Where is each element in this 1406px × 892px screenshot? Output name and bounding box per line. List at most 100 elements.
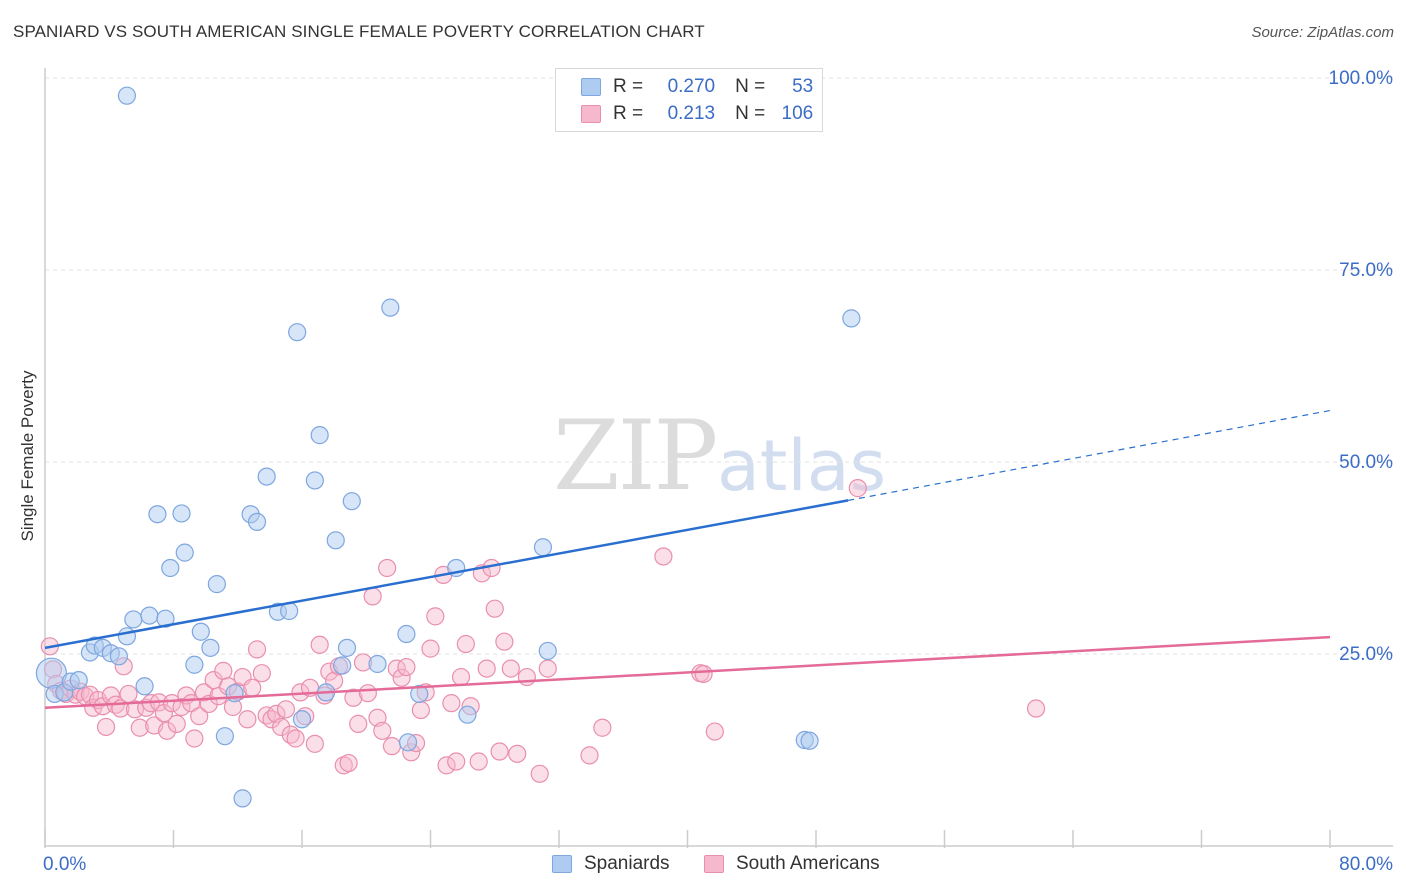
south-americans-point xyxy=(214,661,233,680)
spaniards-point xyxy=(215,727,234,746)
spaniards-point xyxy=(191,622,210,641)
south-americans-point xyxy=(538,659,557,678)
south-americans-point xyxy=(286,729,305,748)
spaniards-point xyxy=(538,641,557,661)
spaniards-point xyxy=(842,309,861,328)
spaniards-point xyxy=(458,705,477,724)
n-label: N = xyxy=(735,103,766,124)
tick-labels: 25.0% 50.0% 75.0% 100.0% 0.0% 80.0% xyxy=(43,68,1393,875)
south-americans-point xyxy=(447,752,466,771)
south-americans-point xyxy=(373,721,392,740)
south-americans-point xyxy=(451,667,471,687)
spaniards-point xyxy=(310,426,329,445)
south-americans-point xyxy=(580,746,599,765)
r-label: R = xyxy=(613,76,644,97)
spaniards-point xyxy=(69,671,88,690)
spaniards-point xyxy=(135,677,154,696)
south-americans-point xyxy=(243,678,262,697)
south-americans-point xyxy=(96,717,116,737)
south-americans-point xyxy=(272,717,291,737)
axes xyxy=(44,68,1393,848)
spaniards-point xyxy=(368,654,387,674)
spaniards-point xyxy=(185,655,204,674)
spaniards-point xyxy=(333,656,352,675)
spaniards-n-value: 53 xyxy=(792,76,814,97)
spaniards-point xyxy=(247,512,267,532)
south-americans-point xyxy=(477,659,496,678)
spaniards-point xyxy=(288,323,307,342)
south-americans-point xyxy=(172,697,191,717)
spaniards-trend-extension xyxy=(848,409,1331,501)
watermark-atlas: atlas xyxy=(717,425,887,507)
south-americans-point xyxy=(490,742,509,761)
south-americans-points xyxy=(40,479,1046,783)
south-americans-point xyxy=(157,721,177,740)
south-americans-point xyxy=(442,694,461,713)
south-americans-n-value: 106 xyxy=(781,103,814,124)
spaniards-point xyxy=(124,610,143,629)
south-americans-point xyxy=(397,657,416,677)
south-americans-point xyxy=(848,479,867,498)
spaniards-point xyxy=(305,471,324,490)
chart-title: SPANIARD VS SOUTH AMERICAN SINGLE FEMALE… xyxy=(13,22,705,41)
spaniards-point xyxy=(398,733,418,752)
spaniards-r-value: 0.270 xyxy=(667,76,716,97)
y-tick-label: 100.0% xyxy=(1329,68,1394,89)
correlation-legend: R = 0.270 N = 53 R = 0.213 N = 106 xyxy=(555,68,823,132)
south-americans-point xyxy=(654,547,673,566)
y-axis-label: Single Female Poverty xyxy=(18,370,37,542)
south-americans-point xyxy=(247,640,267,659)
south-americans-point xyxy=(426,607,445,626)
south-americans-point xyxy=(495,632,514,651)
south-americans-point xyxy=(363,587,382,606)
spaniards-point xyxy=(140,606,159,625)
spaniards-point xyxy=(148,505,167,524)
south-americans-point xyxy=(252,664,271,683)
y-tick-label: 75.0% xyxy=(1339,260,1393,281)
south-americans-point xyxy=(194,683,214,702)
south-americans-point xyxy=(358,684,377,703)
south-americans-point xyxy=(310,635,329,654)
south-americans-point xyxy=(593,718,612,737)
x-tick-label: 0.0% xyxy=(43,854,86,875)
south-americans-point xyxy=(334,756,353,775)
south-americans-point xyxy=(185,729,204,748)
south-americans-point xyxy=(262,710,281,729)
spaniards-point xyxy=(381,298,400,317)
spaniards-point xyxy=(410,684,429,704)
south-americans-point xyxy=(694,664,713,684)
spaniards-point xyxy=(233,789,252,808)
south-americans-point xyxy=(238,710,257,729)
trend-lines xyxy=(44,409,1331,710)
south-americans-point xyxy=(508,744,527,763)
south-americans-point xyxy=(344,688,363,707)
spaniards-swatch xyxy=(552,855,572,873)
watermark-zip: ZIP xyxy=(553,400,718,512)
spaniards-point xyxy=(156,609,175,628)
x-tick-label: 80.0% xyxy=(1339,854,1393,875)
south-americans-point xyxy=(382,737,402,756)
spaniards-point xyxy=(207,575,226,594)
spaniards-point xyxy=(225,684,244,703)
spaniards-point xyxy=(109,647,128,666)
south-americans-point xyxy=(130,718,149,737)
spaniards-point xyxy=(337,638,357,657)
south-americans-point xyxy=(190,707,209,726)
y-tick-label: 50.0% xyxy=(1339,452,1393,473)
south-americans-point xyxy=(705,722,724,741)
spaniards-legend-label: Spaniards xyxy=(584,853,670,874)
spaniards-point xyxy=(397,624,416,644)
south-americans-point xyxy=(437,756,456,775)
bottom-legend-spaniards: Spaniards xyxy=(552,851,670,877)
legend-row-spaniards: R = 0.270 N = 53 xyxy=(581,75,813,99)
south-americans-point xyxy=(485,599,504,618)
n-label: N = xyxy=(735,76,766,97)
spaniards-point xyxy=(175,543,194,562)
south-americans-r-value: 0.213 xyxy=(667,103,716,124)
south-americans-point xyxy=(167,714,186,733)
south-americans-point xyxy=(411,700,430,720)
bottom-legend-south-americans: South Americans xyxy=(704,851,880,877)
south-americans-point xyxy=(276,700,296,719)
south-americans-point xyxy=(378,558,397,578)
